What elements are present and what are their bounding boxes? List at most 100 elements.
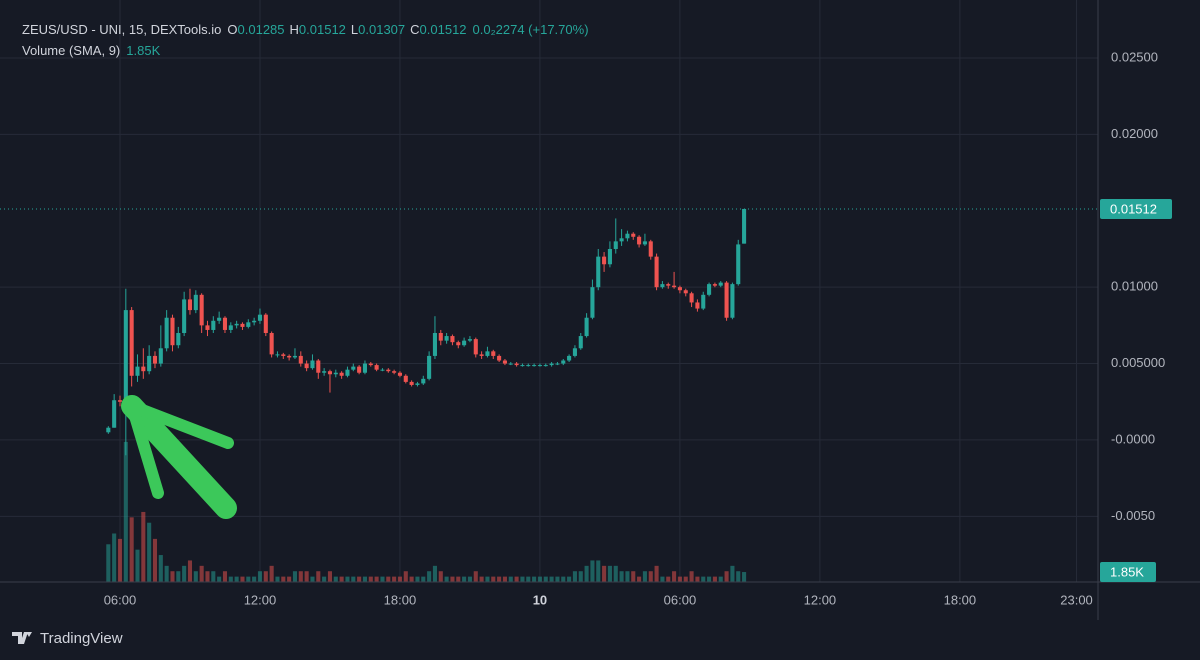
volume-bar bbox=[415, 576, 420, 582]
candle-body bbox=[368, 363, 373, 366]
volume-bar bbox=[374, 576, 379, 582]
volume-bar bbox=[578, 571, 583, 582]
volume-bar bbox=[695, 576, 700, 582]
volume-bar bbox=[380, 576, 385, 582]
volume-bar bbox=[187, 560, 193, 582]
candle-body bbox=[176, 333, 181, 346]
candle-body bbox=[246, 322, 251, 327]
legend-value: 0.01512 bbox=[299, 22, 346, 37]
volume-bar bbox=[707, 576, 712, 582]
volume-bar bbox=[654, 565, 659, 582]
volume-bar bbox=[386, 576, 391, 582]
candle-body bbox=[357, 366, 362, 373]
legend-key: O bbox=[227, 22, 237, 37]
candle-body bbox=[584, 317, 589, 337]
candle-body bbox=[555, 363, 560, 365]
candle-body bbox=[654, 256, 659, 288]
volume-value: 1.85K bbox=[126, 43, 160, 58]
volume-bar bbox=[712, 576, 717, 582]
candle-body bbox=[502, 360, 507, 364]
candle-body bbox=[158, 348, 163, 364]
volume-bar bbox=[333, 576, 338, 582]
candle-body bbox=[619, 238, 624, 242]
candle-body bbox=[193, 294, 198, 311]
volume-bar bbox=[292, 571, 298, 582]
volume-bar bbox=[362, 576, 367, 582]
volume-bar bbox=[199, 565, 204, 582]
candle-body bbox=[526, 365, 531, 367]
volume-bar bbox=[147, 522, 152, 582]
volume-bar bbox=[567, 576, 572, 582]
candle-body bbox=[631, 233, 636, 237]
candle-body bbox=[462, 340, 467, 346]
legend-key: H bbox=[290, 22, 299, 37]
volume-bar bbox=[339, 576, 344, 582]
candle-body bbox=[648, 241, 653, 257]
volume-bar bbox=[170, 571, 175, 582]
volume-bar bbox=[322, 576, 327, 582]
volume-bar bbox=[345, 576, 350, 582]
volume-bar bbox=[677, 576, 682, 582]
candle-body bbox=[485, 351, 490, 356]
volume-bar bbox=[141, 511, 146, 582]
x-tick-label: 23:00 bbox=[1060, 592, 1093, 607]
candle-body bbox=[234, 323, 239, 326]
volume-bar bbox=[602, 565, 607, 582]
y-tick-label: 0.02500 bbox=[1111, 49, 1158, 64]
volume-bar bbox=[532, 576, 537, 582]
candle-body bbox=[444, 336, 449, 341]
candle-body bbox=[712, 284, 717, 286]
candle-body bbox=[135, 366, 140, 376]
candle-body bbox=[211, 320, 216, 330]
volume-bar bbox=[357, 576, 362, 582]
volume-bar bbox=[660, 576, 665, 582]
candle-body bbox=[327, 371, 333, 375]
candle-body bbox=[322, 371, 327, 373]
candle-body bbox=[590, 287, 595, 318]
candle-body bbox=[409, 381, 414, 385]
volume-bar bbox=[590, 560, 595, 582]
volume-bar bbox=[683, 576, 688, 582]
legend-value: 0.01285 bbox=[238, 22, 285, 37]
candle-body bbox=[672, 285, 677, 288]
volume-bar bbox=[631, 571, 636, 582]
volume-bar bbox=[625, 571, 630, 582]
volume-bar bbox=[730, 565, 735, 582]
volume-bar bbox=[724, 571, 729, 582]
volume-bar bbox=[123, 441, 128, 582]
volume-bar bbox=[327, 571, 333, 582]
candle-body bbox=[730, 284, 735, 318]
candle-body bbox=[514, 363, 519, 366]
candle-body bbox=[415, 383, 420, 385]
candle-body bbox=[637, 236, 642, 245]
arrow-shaft bbox=[121, 395, 237, 519]
brand: TradingView bbox=[40, 630, 123, 647]
x-tick-label: 06:00 bbox=[104, 592, 137, 607]
volume-bar bbox=[158, 555, 163, 582]
volume-bar bbox=[555, 576, 560, 582]
x-tick-label: 06:00 bbox=[664, 592, 697, 607]
candle-body bbox=[456, 342, 461, 346]
y-tick-label: -0.0050 bbox=[1111, 508, 1155, 523]
volume-bar bbox=[736, 571, 741, 582]
x-tick-label: 12:00 bbox=[804, 592, 837, 607]
annotation-arrow bbox=[121, 395, 237, 519]
volume-bar bbox=[427, 571, 432, 582]
volume-bar bbox=[526, 576, 531, 582]
candle-body bbox=[199, 294, 204, 326]
volume-bar bbox=[648, 571, 653, 582]
candle-body bbox=[187, 299, 193, 311]
volume-bar bbox=[607, 565, 612, 582]
candles bbox=[106, 208, 747, 456]
volume-bar bbox=[444, 576, 449, 582]
candle-body bbox=[112, 400, 117, 428]
candle-body bbox=[292, 355, 298, 358]
volume-bar bbox=[514, 576, 519, 582]
last-price-label: 0.01512 bbox=[1110, 201, 1157, 216]
volume-bar bbox=[666, 576, 671, 582]
candle-body bbox=[467, 339, 472, 341]
volume-bar bbox=[129, 517, 134, 582]
candle-body bbox=[572, 348, 577, 356]
volume-bar bbox=[397, 576, 402, 582]
candle-body bbox=[345, 369, 350, 376]
